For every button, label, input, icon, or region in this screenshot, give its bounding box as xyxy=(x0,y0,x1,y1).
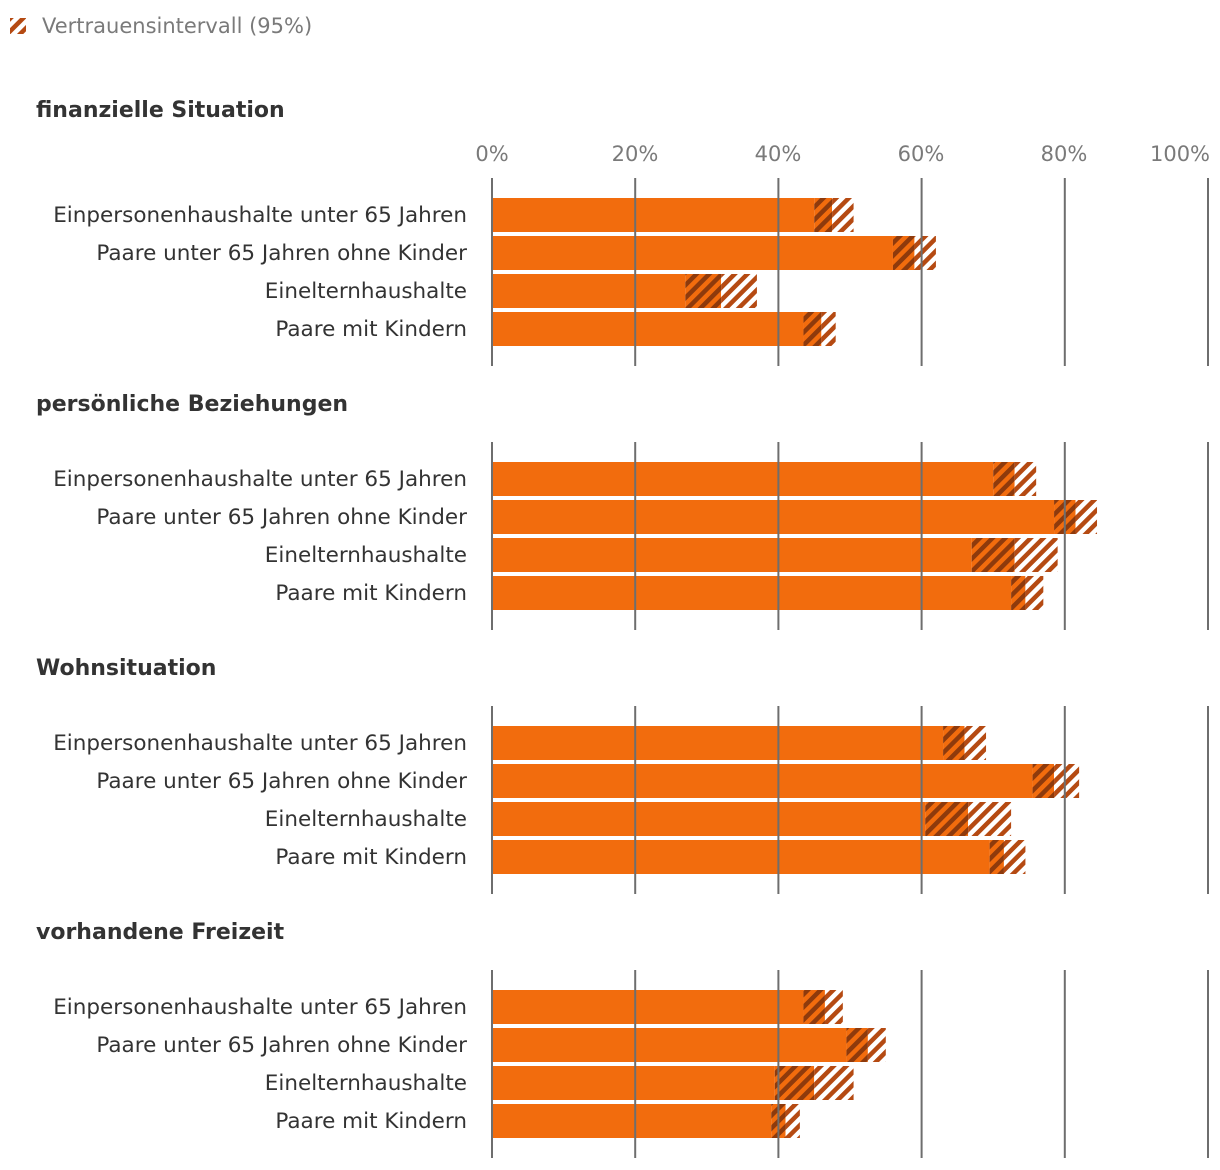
ci-lower-segment xyxy=(1032,764,1055,798)
panel-title: persönliche Beziehungen xyxy=(36,392,348,417)
bar xyxy=(492,312,804,346)
panel-title: Wohnsituation xyxy=(36,656,216,681)
bar xyxy=(492,462,994,496)
ci-upper-segment xyxy=(968,802,1012,836)
legend: Vertrauensintervall (95%) xyxy=(10,14,312,38)
ci-upper-segment xyxy=(785,1104,800,1138)
bar xyxy=(492,764,1033,798)
ci-lower-segment xyxy=(993,462,1015,496)
ci-upper-segment xyxy=(824,990,843,1024)
ci-lower-segment xyxy=(685,274,722,308)
category-label: Paare unter 65 Jahren ohne Kinder xyxy=(96,241,467,266)
category-label: Paare unter 65 Jahren ohne Kinder xyxy=(96,505,467,530)
x-tick-label: 60% xyxy=(898,142,945,166)
bar xyxy=(492,198,815,232)
ci-lower-segment xyxy=(774,1066,815,1100)
bar xyxy=(492,274,686,308)
ci-lower-segment xyxy=(846,1028,868,1062)
category-label: Paare mit Kindern xyxy=(275,581,467,606)
ci-upper-segment xyxy=(832,198,854,232)
ci-upper-segment xyxy=(1014,462,1037,496)
bar xyxy=(492,500,1055,534)
bar xyxy=(492,726,944,760)
ci-upper-segment xyxy=(1003,840,1026,874)
ci-lower-segment xyxy=(803,312,822,346)
bar xyxy=(492,236,893,270)
x-axis: 0% 20% 40% 60% 80% 100% xyxy=(475,142,1210,166)
bar xyxy=(492,538,972,572)
category-label: Paare mit Kindern xyxy=(275,845,467,870)
category-label: Einpersonenhaushalte unter 65 Jahren xyxy=(53,203,467,228)
ci-upper-segment xyxy=(1075,500,1098,534)
category-label: Einpersonenhaushalte unter 65 Jahren xyxy=(53,995,467,1020)
ci-upper-segment xyxy=(814,1066,854,1100)
ci-upper-segment xyxy=(867,1028,886,1062)
ci-upper-segment xyxy=(964,726,987,760)
ci-upper-segment xyxy=(721,274,757,308)
x-tick-label: 40% xyxy=(755,142,802,166)
category-label: Einpersonenhaushalte unter 65 Jahren xyxy=(53,467,467,492)
bar xyxy=(492,1104,772,1138)
x-tick-label: 20% xyxy=(612,142,659,166)
panel-title: finanzielle Situation xyxy=(36,98,285,123)
x-tick-label: 0% xyxy=(475,142,508,166)
ci-upper-segment xyxy=(821,312,836,346)
category-label: Paare unter 65 Jahren ohne Kinder xyxy=(96,769,467,794)
hatched-swatch-icon xyxy=(10,18,26,34)
grid-layer xyxy=(491,178,1209,1158)
category-label: Einpersonenhaushalte unter 65 Jahren xyxy=(53,731,467,756)
bar xyxy=(492,576,1012,610)
ci-upper-segment xyxy=(1054,764,1080,798)
ci-lower-segment xyxy=(814,198,833,232)
category-label: Paare mit Kindern xyxy=(275,1109,467,1134)
bar xyxy=(492,1028,847,1062)
ci-lower-segment xyxy=(943,726,965,760)
bars-layer xyxy=(492,198,1098,1138)
ci-lower-segment xyxy=(1011,576,1026,610)
ci-lower-segment xyxy=(803,990,825,1024)
bar xyxy=(492,802,926,836)
ci-lower-segment xyxy=(971,538,1015,572)
category-label: Einelternhaushalte xyxy=(265,543,467,568)
bar xyxy=(492,990,804,1024)
ci-lower-segment xyxy=(892,236,915,270)
panel-title: vorhandene Freizeit xyxy=(36,920,285,945)
legend-label: Vertrauensintervall (95%) xyxy=(42,14,312,38)
ci-upper-segment xyxy=(914,236,936,270)
x-tick-label: 100% xyxy=(1150,142,1210,166)
category-label: Paare mit Kindern xyxy=(275,317,467,342)
category-label: Einelternhaushalte xyxy=(265,807,467,832)
ci-lower-segment xyxy=(989,840,1004,874)
ci-lower-segment xyxy=(925,802,969,836)
x-tick-label: 80% xyxy=(1041,142,1088,166)
ci-upper-segment xyxy=(1014,538,1058,572)
ci-upper-segment xyxy=(1025,576,1044,610)
bar xyxy=(492,1066,775,1100)
bar xyxy=(492,840,990,874)
category-label: Einelternhaushalte xyxy=(265,279,467,304)
category-label: Einelternhaushalte xyxy=(265,1071,467,1096)
category-label: Paare unter 65 Jahren ohne Kinder xyxy=(96,1033,467,1058)
